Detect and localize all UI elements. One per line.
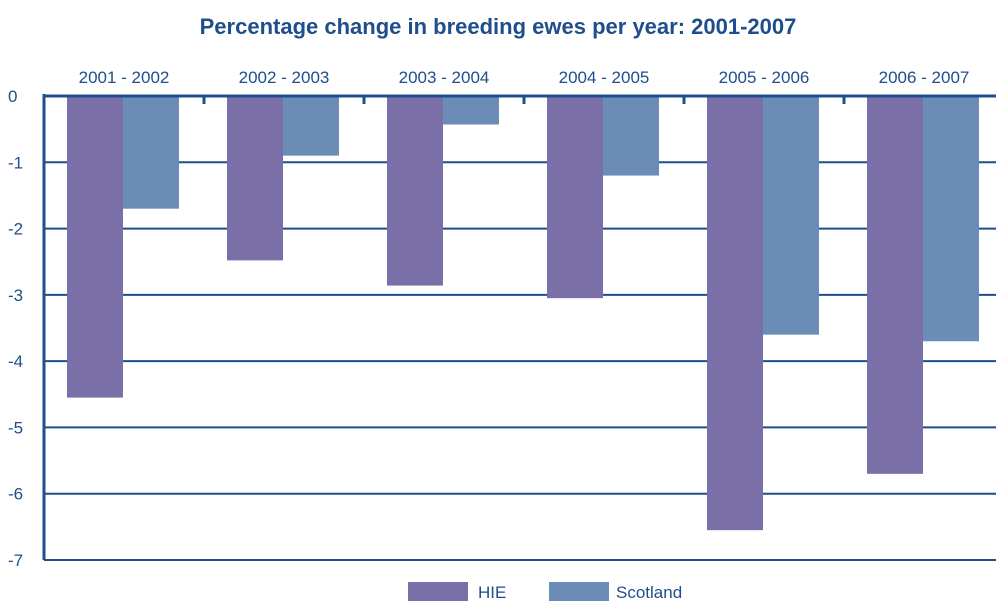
bar-hie	[707, 96, 763, 531]
legend: HIE Scotland	[408, 582, 682, 601]
chart-title: Percentage change in breeding ewes per y…	[199, 14, 797, 39]
category-label: 2002 - 2003	[239, 68, 330, 87]
category-label: 2006 - 2007	[879, 68, 970, 87]
y-tick-label: -4	[8, 352, 23, 371]
bar-scotland	[603, 96, 659, 176]
category-label: 2003 - 2004	[399, 68, 490, 87]
y-tick-label: -5	[8, 418, 23, 437]
axes: 0 -1 -2 -3 -4 -5 -6 -7 2001 - 2002 2002 - 2003 200…	[8, 68, 996, 570]
bar-scotland	[923, 96, 979, 342]
bar-hie	[867, 96, 923, 474]
gridlines	[44, 161, 996, 561]
bars	[67, 96, 979, 531]
y-tick-label: 0	[8, 87, 17, 106]
bar-scotland	[123, 96, 179, 209]
bar-hie	[547, 96, 603, 299]
bar-hie	[67, 96, 123, 398]
legend-swatch-hie	[408, 582, 468, 601]
y-tick-label: -2	[8, 220, 23, 239]
legend-label-scotland: Scotland	[616, 583, 682, 601]
y-tick-label: -3	[8, 286, 23, 305]
bar-scotland	[443, 96, 499, 125]
y-tick-label: -7	[8, 551, 23, 570]
y-tick-label: -1	[8, 153, 23, 172]
legend-label-hie: HIE	[478, 583, 506, 601]
category-label: 2005 - 2006	[719, 68, 810, 87]
bar-hie	[227, 96, 283, 261]
bar-scotland	[283, 96, 339, 156]
category-label: 2001 - 2002	[79, 68, 170, 87]
legend-swatch-scotland	[549, 582, 609, 601]
category-label: 2004 - 2005	[559, 68, 650, 87]
bar-hie	[387, 96, 443, 286]
y-tick-label: -6	[8, 485, 23, 504]
bar-scotland	[763, 96, 819, 335]
